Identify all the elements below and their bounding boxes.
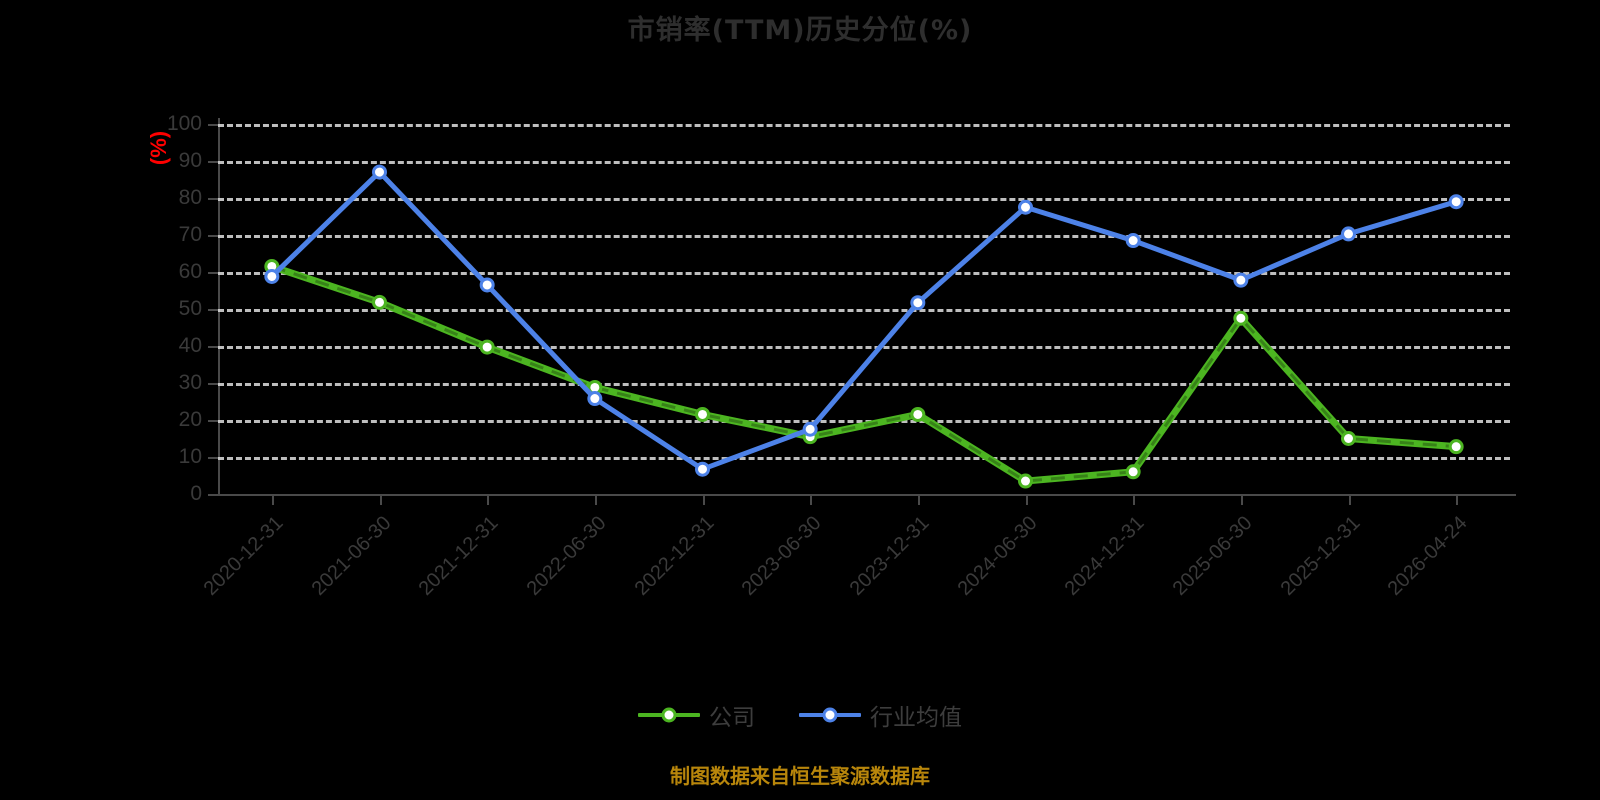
data-point-marker[interactable] bbox=[1341, 431, 1356, 446]
data-point-marker[interactable] bbox=[587, 391, 603, 407]
y-axis-tick bbox=[208, 161, 218, 163]
x-axis-tick-label: 2024-06-30 bbox=[953, 512, 1042, 600]
legend-item-公司[interactable]: 公司 bbox=[638, 698, 755, 732]
y-axis-tick-label: 10 bbox=[178, 445, 202, 468]
data-point-marker[interactable] bbox=[910, 406, 926, 422]
x-axis-tick-label: 2021-12-31 bbox=[414, 512, 503, 600]
x-axis-tick bbox=[702, 494, 705, 505]
data-point-marker[interactable] bbox=[1448, 439, 1464, 455]
series-line-overlay-公司 bbox=[271, 265, 1457, 483]
y-axis-tick bbox=[208, 457, 218, 459]
data-point-marker[interactable] bbox=[372, 294, 387, 310]
data-point-marker[interactable] bbox=[1341, 226, 1356, 242]
gridline bbox=[218, 494, 1510, 497]
data-point-marker[interactable] bbox=[1233, 310, 1249, 326]
x-axis-tick bbox=[1348, 494, 1351, 505]
data-point-marker[interactable] bbox=[1018, 199, 1033, 215]
plot-area: 0 10 20 30 40 50 60 70 80 90 100 2020-12-31 2021-06… bbox=[167, 112, 1510, 600]
y-axis-tick-label: 20 bbox=[178, 408, 202, 431]
x-axis-line bbox=[212, 494, 1516, 496]
x-axis-tick bbox=[917, 494, 920, 505]
data-point-marker[interactable] bbox=[910, 295, 926, 311]
gridline bbox=[218, 198, 1510, 201]
y-axis-line bbox=[218, 118, 220, 496]
x-axis-tick bbox=[1025, 494, 1028, 505]
x-axis-tick-label: 2025-06-30 bbox=[1168, 512, 1257, 600]
series-line-公司 bbox=[268, 262, 1460, 485]
data-point-marker[interactable] bbox=[1233, 272, 1249, 288]
x-axis-tick bbox=[1133, 494, 1136, 505]
chart-title: 市销率(TTM)历史分位(%) bbox=[627, 15, 973, 46]
y-axis-tick-label: 90 bbox=[178, 149, 202, 172]
gridline bbox=[218, 383, 1510, 386]
series-line-行业均值 bbox=[269, 169, 1459, 472]
x-axis-tick bbox=[271, 494, 274, 505]
x-axis-tick-label: 2021-06-30 bbox=[307, 512, 396, 600]
data-point-marker[interactable] bbox=[695, 406, 710, 422]
data-point-marker[interactable] bbox=[1018, 473, 1033, 489]
y-axis-tick bbox=[208, 198, 218, 200]
y-axis-tick-label: 50 bbox=[178, 297, 202, 320]
x-axis-tick bbox=[810, 494, 813, 505]
legend-label: 公司 bbox=[709, 705, 755, 731]
gridline bbox=[218, 124, 1510, 127]
legend-item-行业均值[interactable]: 行业均值 bbox=[799, 698, 962, 732]
legend-label: 行业均值 bbox=[870, 705, 962, 731]
y-axis-tick bbox=[208, 272, 218, 274]
y-axis-tick-label: 30 bbox=[178, 371, 202, 394]
x-axis-tick-label: 2025-12-31 bbox=[1276, 512, 1365, 600]
legend-line-swatch bbox=[799, 707, 861, 723]
gridline bbox=[218, 309, 1510, 312]
gridline bbox=[218, 346, 1510, 349]
data-point-marker[interactable] bbox=[1125, 233, 1141, 249]
data-point-marker[interactable] bbox=[802, 421, 818, 437]
x-axis-tick bbox=[1456, 494, 1459, 505]
x-axis-tick-label: 2022-12-31 bbox=[630, 512, 719, 600]
y-axis-tick-label: 40 bbox=[178, 334, 202, 357]
legend-line-swatch bbox=[638, 707, 700, 723]
y-axis-tick-label: 70 bbox=[178, 223, 202, 246]
x-axis-tick bbox=[594, 494, 597, 505]
data-point-marker[interactable] bbox=[372, 164, 387, 180]
gridline bbox=[218, 272, 1510, 275]
chart-legend: 公司 行业均值 bbox=[0, 698, 1600, 732]
y-axis-tick-label: 60 bbox=[178, 260, 202, 283]
legend-marker-icon bbox=[661, 707, 677, 723]
data-point-marker[interactable] bbox=[1125, 464, 1141, 480]
y-axis-tick bbox=[208, 309, 218, 311]
gridline bbox=[218, 457, 1510, 460]
y-axis-tick bbox=[208, 124, 218, 126]
x-axis-tick-label: 2026-04-24 bbox=[1383, 512, 1472, 600]
y-axis-tick bbox=[208, 346, 218, 348]
gridline bbox=[218, 161, 1510, 164]
x-axis-tick-label: 2023-06-30 bbox=[737, 512, 826, 600]
data-point-marker[interactable] bbox=[479, 277, 495, 293]
y-axis-tick bbox=[208, 383, 218, 385]
x-axis-tick-label: 2023-12-31 bbox=[845, 512, 934, 600]
y-axis-tick-label: 100 bbox=[166, 112, 202, 135]
y-axis-tick-label: 80 bbox=[178, 186, 202, 209]
data-series-layer bbox=[264, 164, 1464, 489]
y-axis-tick-label: 0 bbox=[190, 482, 202, 505]
x-axis-tick-label: 2024-12-31 bbox=[1060, 512, 1149, 600]
data-point-marker[interactable] bbox=[1448, 194, 1464, 210]
x-axis-tick bbox=[379, 494, 382, 505]
x-axis-tick bbox=[487, 494, 490, 505]
chart-footer-note: 制图数据来自恒生聚源数据库 bbox=[670, 764, 930, 788]
legend-marker-icon bbox=[822, 707, 838, 723]
y-axis-tick bbox=[208, 235, 218, 237]
y-axis-tick bbox=[208, 494, 218, 496]
data-point-marker[interactable] bbox=[264, 268, 280, 284]
gridline bbox=[218, 235, 1510, 238]
gridline bbox=[218, 420, 1510, 423]
data-point-marker[interactable] bbox=[479, 339, 495, 355]
data-point-marker[interactable] bbox=[695, 461, 710, 477]
x-axis-tick bbox=[1240, 494, 1243, 505]
y-axis-tick bbox=[208, 420, 218, 422]
x-axis-tick-label: 2020-12-31 bbox=[199, 512, 288, 600]
x-axis-tick-label: 2022-06-30 bbox=[522, 512, 611, 600]
